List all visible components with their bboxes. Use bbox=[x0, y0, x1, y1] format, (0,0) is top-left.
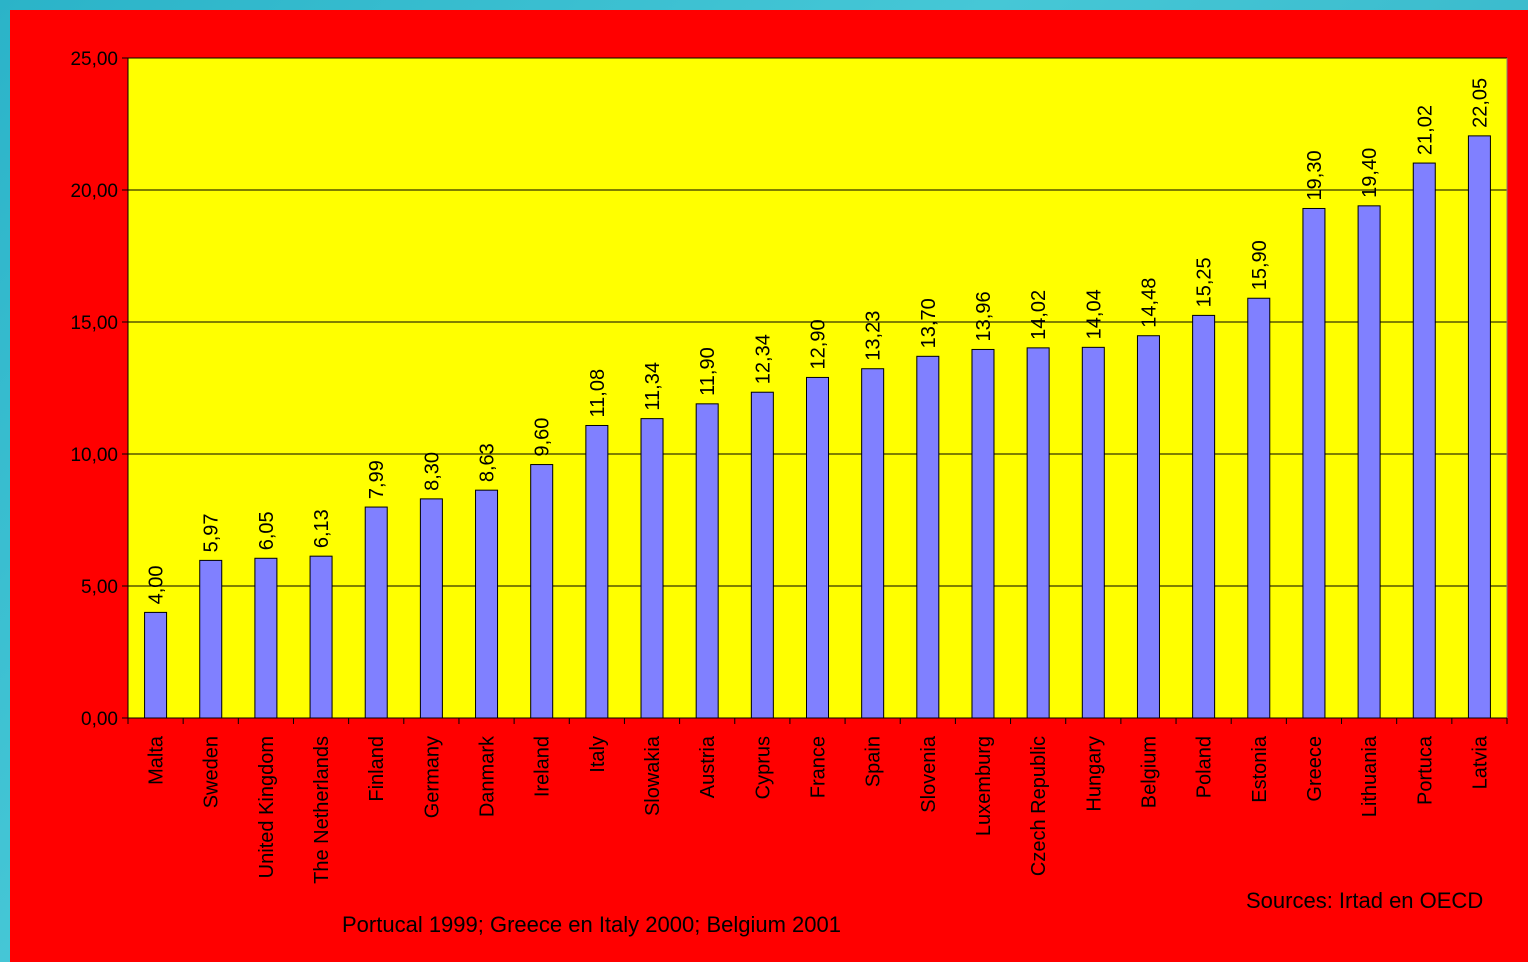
bar bbox=[1302, 207, 1326, 719]
category-label: Belgium bbox=[1138, 736, 1160, 808]
category-label: Estonia bbox=[1249, 735, 1271, 803]
bar bbox=[806, 376, 829, 719]
bar bbox=[144, 611, 168, 719]
data-label: 12,34 bbox=[752, 334, 774, 384]
data-label: 13,23 bbox=[863, 311, 885, 361]
data-label: 7,99 bbox=[366, 460, 388, 499]
y-tick-label: 25,00 bbox=[70, 49, 118, 70]
bar bbox=[530, 464, 554, 719]
footnote: Portucal 1999; Greece en Italy 2000; Bel… bbox=[342, 912, 841, 937]
category-label: Latvia bbox=[1469, 735, 1491, 789]
bar bbox=[916, 355, 940, 719]
data-label: 6,05 bbox=[256, 511, 278, 550]
data-label: 14,48 bbox=[1138, 278, 1160, 328]
data-label: 22,05 bbox=[1469, 78, 1491, 128]
bar bbox=[1412, 162, 1436, 719]
category-label: Finland bbox=[366, 736, 388, 802]
bar bbox=[364, 506, 388, 719]
data-label: 8,63 bbox=[477, 443, 499, 482]
data-label: 11,08 bbox=[587, 369, 609, 418]
bar bbox=[199, 559, 223, 719]
bar bbox=[309, 555, 333, 719]
data-label: 19,30 bbox=[1304, 150, 1326, 200]
bar-chart: 0,00 5,00 10,00 15,00 20,00 25,00 4,00 Malta 5,9… bbox=[70, 49, 1508, 884]
category-label: France bbox=[808, 736, 830, 798]
data-label: 9,60 bbox=[532, 418, 554, 457]
category-label: Greece bbox=[1304, 736, 1326, 802]
category-label: Hungary bbox=[1083, 736, 1105, 812]
bar bbox=[750, 391, 774, 719]
y-tick-label: 20,00 bbox=[70, 181, 118, 202]
data-label: 8,30 bbox=[421, 452, 443, 491]
chart-panel: 0,00 5,00 10,00 15,00 20,00 25,00 4,00 Malta 5,9… bbox=[10, 10, 1528, 962]
category-label: Ireland bbox=[532, 736, 554, 797]
data-label: 15,25 bbox=[1194, 257, 1216, 307]
bar bbox=[475, 489, 499, 719]
y-tick-label: 5,00 bbox=[81, 577, 118, 598]
bar bbox=[861, 368, 885, 719]
bar bbox=[1136, 335, 1160, 719]
bar bbox=[971, 348, 995, 719]
bar bbox=[585, 424, 609, 719]
category-label: Sweden bbox=[201, 736, 223, 808]
data-label: 11,90 bbox=[697, 347, 719, 396]
bar bbox=[695, 403, 719, 719]
category-label: Danmark bbox=[477, 735, 499, 817]
category-label: Cyprus bbox=[752, 736, 774, 799]
bar bbox=[254, 557, 278, 719]
bar bbox=[1026, 347, 1050, 719]
bar bbox=[1247, 297, 1271, 719]
data-label: 14,02 bbox=[1028, 290, 1050, 340]
category-label: Spain bbox=[863, 736, 885, 787]
category-label: Czech Republic bbox=[1028, 736, 1050, 876]
category-label: Slovenia bbox=[918, 735, 940, 813]
data-label: 5,97 bbox=[201, 513, 223, 552]
y-tick-label: 0,00 bbox=[81, 709, 118, 730]
category-label: Poland bbox=[1194, 736, 1216, 798]
bar bbox=[640, 418, 664, 719]
data-label: 13,96 bbox=[973, 291, 995, 341]
data-label: 6,13 bbox=[311, 509, 333, 548]
data-label: 13,70 bbox=[918, 298, 940, 348]
category-label: United Kingdom bbox=[256, 736, 278, 878]
category-label: Austria bbox=[697, 735, 719, 798]
category-label: Lithuania bbox=[1359, 735, 1381, 817]
bar bbox=[1081, 346, 1105, 719]
data-label: 11,34 bbox=[642, 362, 664, 411]
data-label: 12,90 bbox=[808, 319, 830, 369]
bar bbox=[1357, 205, 1381, 719]
bar bbox=[1467, 135, 1491, 719]
data-label: 4,00 bbox=[146, 565, 168, 604]
category-label: Germany bbox=[421, 736, 443, 818]
y-tick-label: 15,00 bbox=[70, 313, 118, 334]
category-label: Malta bbox=[146, 735, 168, 785]
bar bbox=[419, 498, 443, 719]
data-label: 21,02 bbox=[1414, 105, 1436, 155]
category-label: Portuca bbox=[1414, 735, 1436, 805]
bar bbox=[1192, 314, 1216, 719]
y-tick-label: 10,00 bbox=[70, 445, 118, 466]
source-note: Sources: Irtad en OECD bbox=[1246, 888, 1484, 913]
category-label: Italy bbox=[587, 736, 609, 773]
data-label: 14,04 bbox=[1083, 289, 1105, 339]
category-label: Luxemburg bbox=[973, 736, 995, 836]
data-label: 15,90 bbox=[1249, 240, 1271, 290]
category-label: Slowakia bbox=[642, 735, 664, 816]
data-label: 19,40 bbox=[1359, 148, 1381, 198]
category-label: The Netherlands bbox=[311, 736, 333, 884]
